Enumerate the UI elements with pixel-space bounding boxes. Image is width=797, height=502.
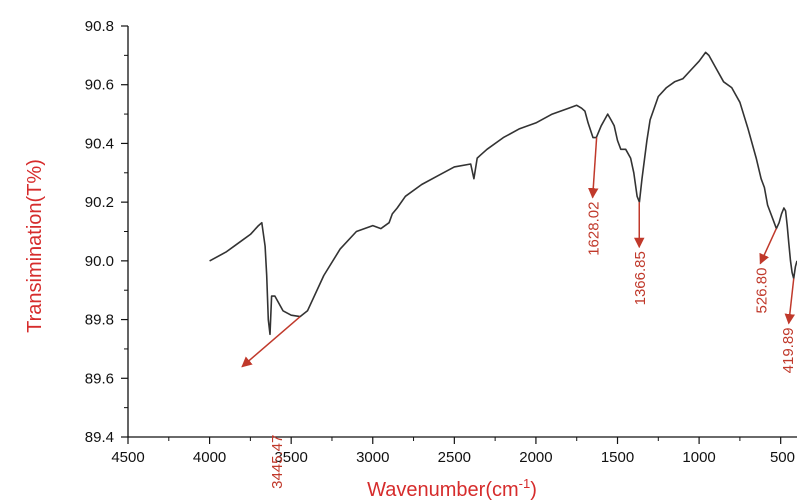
y-tick-label: 89.6 bbox=[85, 370, 114, 387]
x-tick-label: 1500 bbox=[601, 449, 634, 466]
y-tick-label: 90.6 bbox=[85, 77, 114, 94]
x-tick-label: 3500 bbox=[274, 449, 307, 466]
x-axis-ticks: 4500 4000 3500 3000 2500 2000 1500 1000 500 bbox=[111, 437, 795, 466]
y-tick-label: 90.8 bbox=[85, 18, 114, 35]
x-axis-title-close: ) bbox=[530, 479, 537, 501]
peak-annotations: 3445.47 1628.02 1366.85 526.80 419.89 bbox=[241, 137, 797, 489]
peak-label: 526.80 bbox=[753, 268, 770, 314]
x-tick-label: 4500 bbox=[111, 449, 144, 466]
x-tick-label: 2500 bbox=[438, 449, 471, 466]
y-tick-label: 89.4 bbox=[85, 429, 114, 446]
y-tick-label: 90.0 bbox=[85, 253, 114, 270]
x-tick-label: 2000 bbox=[519, 449, 552, 466]
x-tick-label: 1000 bbox=[682, 449, 715, 466]
peak-arrow bbox=[588, 137, 599, 199]
peak-arrow bbox=[759, 228, 777, 265]
x-tick-label: 4000 bbox=[193, 449, 226, 466]
x-tick-label: 500 bbox=[770, 449, 795, 466]
spectrum-series-line bbox=[209, 51, 797, 336]
x-axis-title: Wavenumber(cm-1) bbox=[367, 476, 537, 501]
peak-label: 1366.85 bbox=[632, 251, 649, 305]
x-axis-title-superscript: -1 bbox=[519, 476, 531, 491]
y-axis-title: Transimination(T%) bbox=[24, 159, 46, 333]
peak-arrow bbox=[241, 316, 301, 368]
y-tick-label: 90.2 bbox=[85, 194, 114, 211]
x-axis-title-main: Wavenumber(cm bbox=[367, 479, 519, 501]
y-tick-label: 89.8 bbox=[85, 312, 114, 329]
peak-label: 1628.02 bbox=[586, 202, 603, 256]
chart-axes bbox=[127, 26, 797, 438]
y-axis-ticks: 89.4 89.6 89.8 90.0 90.2 90.4 90.6 90.8 bbox=[85, 18, 128, 446]
x-tick-label: 3000 bbox=[356, 449, 389, 466]
peak-arrow bbox=[784, 278, 796, 325]
y-tick-label: 90.4 bbox=[85, 135, 114, 152]
peak-label: 419.89 bbox=[780, 327, 797, 373]
peak-label: 3445.47 bbox=[269, 435, 286, 489]
